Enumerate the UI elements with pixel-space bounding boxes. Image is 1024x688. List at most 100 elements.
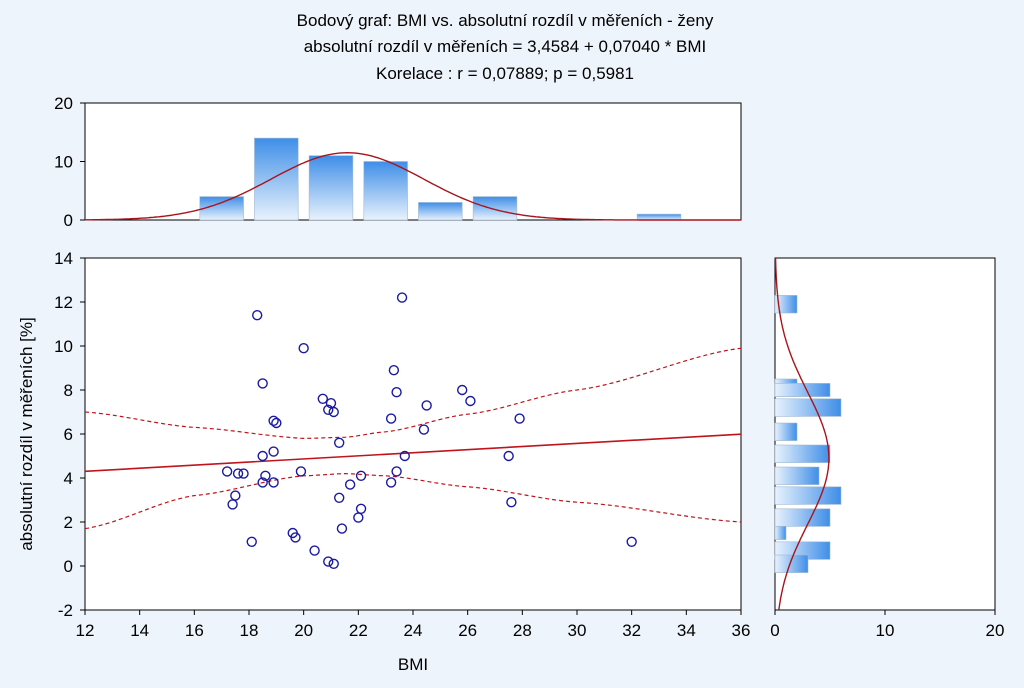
top-histogram-bar [199,196,244,221]
y-tick-label: 0 [64,557,73,576]
data-point [268,415,279,426]
x-tick-label: 12 [76,621,95,640]
data-point [388,365,400,376]
data-point [257,450,268,462]
data-point [309,545,320,556]
y-tick-label: 8 [64,381,73,400]
y-tick-label: -2 [58,601,73,620]
data-point [260,470,271,481]
data-point [246,536,257,547]
top-y-tick-label: 10 [54,153,73,172]
x-tick-label: 24 [404,621,423,640]
data-point [317,393,328,404]
scatter-frame [84,257,742,611]
y-tick-label: 4 [64,469,73,488]
top-y-tick-label: 20 [54,94,73,113]
right-histogram-bar [774,554,809,573]
right-histogram-bar [774,295,798,314]
data-point [514,413,525,424]
right-histogram-bar [774,444,831,463]
y-tick-label: 6 [64,425,73,444]
x-tick-label: 22 [349,621,368,640]
right-histogram-bar [774,398,842,417]
data-point [232,468,244,479]
top-normal-curve [85,151,741,221]
data-point [268,477,279,488]
data-point [268,446,279,457]
x-tick-label: 36 [732,621,751,640]
data-point [396,292,408,303]
data-point [290,532,301,543]
right-histogram-bar [774,383,831,397]
scatter-panel: 12 14 16 18 20 22 24 26 28 30 32 34 36 -202468101214… [17,249,750,674]
data-point [252,310,263,321]
y-tick-label: 10 [54,337,73,356]
data-point [391,387,402,398]
title-line-3: Korelace : r = 0,07889; p = 0,5981 [376,64,634,83]
top-histogram-bar [418,202,463,221]
data-point [328,406,339,418]
x-tick-label: 26 [458,621,477,640]
data-point [334,437,345,448]
top-histogram-bar [472,196,518,221]
data-point [503,450,514,462]
right-histogram-bar [774,422,798,441]
data-point [457,384,468,396]
y-tick-label: 12 [54,293,73,312]
right-histogram-bar [774,508,831,527]
x-tick-label: 20 [294,621,313,640]
data-point [506,497,517,508]
data-point [298,343,309,354]
top-histogram-bar [308,155,354,221]
y-tick-label: 2 [64,513,73,532]
confidence-band-upper [85,347,741,439]
x-tick-label: 34 [677,621,696,640]
regression-line [85,433,741,473]
x-tick-label: 30 [568,621,587,640]
data-point [238,468,249,479]
x-tick-label: 14 [130,621,149,640]
right-histogram-panel: 0 10 20 [770,257,1005,640]
data-point [418,424,430,435]
data-point [399,450,410,462]
data-point [271,417,282,429]
data-point [344,479,356,490]
data-point [334,492,345,503]
x-tick-label: 16 [185,621,204,640]
data-point [626,536,637,547]
right-histogram-bar [774,466,820,485]
top-histogram-bar [363,161,408,221]
x-axis-title: BMI [398,655,428,674]
data-point [355,470,367,481]
right-normal-curve [774,257,830,611]
data-point [221,466,233,477]
data-point [465,395,476,407]
right-x-tick-label: 10 [876,621,895,640]
right-histogram-bar [774,486,842,505]
data-point [323,404,334,415]
top-histogram-panel: 0 10 20 [54,94,742,230]
data-point [385,413,397,424]
chart-title: Bodový graf: BMI vs. absolutní rozdíl v … [297,11,714,83]
right-x-tick-label: 20 [986,621,1005,640]
y-tick-label: 14 [54,249,73,268]
data-point [227,499,238,510]
data-point [421,400,432,411]
data-point [385,477,397,488]
data-point [328,558,339,569]
top-y-tick-label: 0 [64,211,73,230]
x-tick-label: 18 [240,621,259,640]
data-point [323,556,334,567]
x-tick-label: 28 [513,621,532,640]
top-histogram-frame [84,102,742,221]
data-point [295,466,307,477]
right-histogram-bar [774,526,787,540]
confidence-band-lower [85,472,741,530]
title-line-1: Bodový graf: BMI vs. absolutní rozdíl v … [297,11,714,30]
right-x-tick-label: 0 [770,621,779,640]
x-tick-label: 32 [622,621,641,640]
data-point [336,523,348,534]
title-line-2: absolutní rozdíl v měřeních = 3,4584 + 0… [304,37,707,56]
data-point [353,512,364,523]
